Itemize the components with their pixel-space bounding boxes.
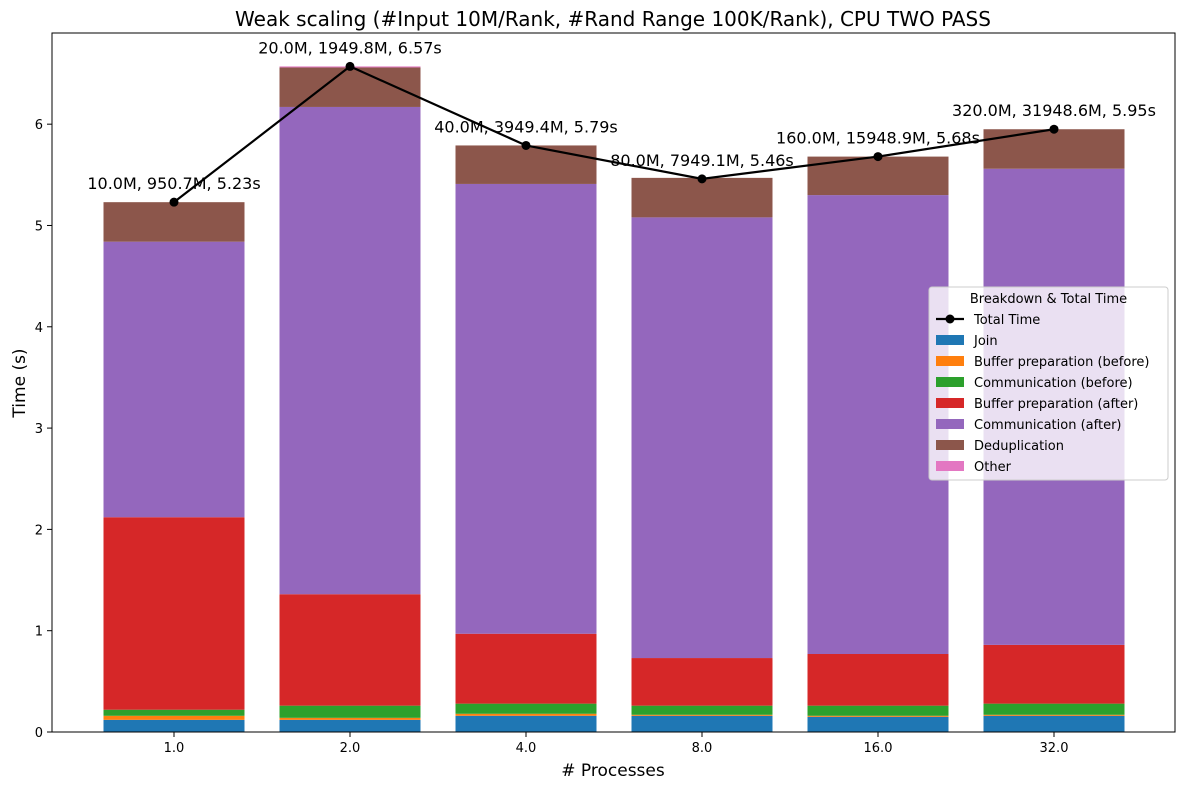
total-time-point-5 <box>1049 124 1059 134</box>
x-tick-label-0: 1.0 <box>164 741 185 756</box>
legend-label-3: Communication (before) <box>974 376 1133 391</box>
bar-buffer-preparation-before-4 <box>807 715 949 717</box>
bar-communication-after-4 <box>807 195 949 654</box>
bar-buffer-preparation-after-0 <box>103 517 245 710</box>
legend-swatch-3 <box>936 377 964 387</box>
x-axis-label: # Processes <box>561 761 665 781</box>
y-tick-label-4: 4 <box>35 321 43 336</box>
annotation-2: 40.0M, 3949.4M, 5.79s <box>434 117 618 136</box>
bar-buffer-preparation-before-1 <box>279 717 421 720</box>
total-time-line-group <box>169 61 1059 207</box>
total-time-line <box>173 65 1055 204</box>
legend-label-2: Buffer preparation (before) <box>974 355 1149 370</box>
legend-swatch-7 <box>936 461 964 471</box>
bar-join-3 <box>631 715 773 732</box>
x-tick-label-3: 8.0 <box>692 741 713 756</box>
legend-box <box>928 286 1169 481</box>
bar-communication-after-0 <box>103 241 245 518</box>
legend-swatch-6 <box>936 440 964 450</box>
bar-communication-before-4 <box>807 705 949 716</box>
bar-buffer-preparation-before-0 <box>103 715 245 720</box>
x-tick-label-4: 16.0 <box>864 741 893 756</box>
bar-buffer-preparation-after-1 <box>279 594 421 706</box>
chart-title: Weak scaling (#Input 10M/Rank, #Rand Ran… <box>235 7 991 31</box>
bar-deduplication-1 <box>279 67 421 107</box>
y-tick-label-6: 6 <box>35 118 43 133</box>
annotation-5: 320.0M, 31948.6M, 5.95s <box>952 101 1156 120</box>
y-tick-label-5: 5 <box>35 219 43 234</box>
bar-buffer-preparation-after-5 <box>983 644 1125 704</box>
bar-communication-before-3 <box>631 705 773 715</box>
bar-communication-before-5 <box>983 703 1125 715</box>
bar-join-1 <box>279 719 421 732</box>
bar-buffer-preparation-before-2 <box>455 713 597 716</box>
annotation-4: 160.0M, 15948.9M, 5.68s <box>776 129 980 148</box>
legend: Breakdown & Total Time Total Time Join Buff… <box>928 286 1169 481</box>
bar-buffer-preparation-after-2 <box>455 633 597 704</box>
bar-deduplication-2 <box>455 145 597 184</box>
bar-join-4 <box>807 716 949 732</box>
bar-buffer-preparation-after-3 <box>631 658 773 706</box>
total-time-point-3 <box>697 174 707 184</box>
y-tick-label-2: 2 <box>35 523 43 538</box>
legend-label-0: Total Time <box>973 313 1040 328</box>
legend-swatch-1 <box>936 335 964 345</box>
legend-label-7: Other <box>974 460 1012 475</box>
legend-swatch-5 <box>936 419 964 429</box>
legend-total-time-marker <box>945 314 955 324</box>
bar-communication-after-3 <box>631 217 773 659</box>
total-time-point-4 <box>873 152 883 162</box>
bar-communication-before-2 <box>455 703 597 714</box>
x-tick-label-2: 4.0 <box>516 741 537 756</box>
legend-label-1: Join <box>973 334 998 349</box>
bar-deduplication-5 <box>983 129 1125 169</box>
bar-deduplication-0 <box>103 202 245 242</box>
bar-buffer-preparation-after-4 <box>807 653 949 706</box>
total-time-point-2 <box>521 140 531 150</box>
legend-label-5: Communication (after) <box>974 418 1122 433</box>
bar-buffer-preparation-before-3 <box>631 714 773 716</box>
legend-label-4: Buffer preparation (after) <box>974 397 1138 412</box>
bar-join-5 <box>983 715 1125 732</box>
annotation-3: 80.0M, 7949.1M, 5.46s <box>610 151 794 170</box>
x-axis: 1.0 2.0 4.0 8.0 16.0 32.0 <box>164 732 1069 756</box>
y-tick-label-3: 3 <box>35 422 43 437</box>
bar-communication-after-2 <box>455 183 597 634</box>
x-tick-label-1: 2.0 <box>340 741 361 756</box>
annotation-0: 10.0M, 950.7M, 5.23s <box>87 174 260 193</box>
annotation-1: 20.0M, 1949.8M, 6.57s <box>258 38 442 57</box>
annotations-group: 10.0M, 950.7M, 5.23s 20.0M, 1949.8M, 6.57… <box>87 38 1156 193</box>
legend-label-6: Deduplication <box>974 439 1064 454</box>
plot-frame <box>51 32 1176 733</box>
total-time-point-1 <box>345 61 355 71</box>
bar-join-0 <box>103 719 245 732</box>
bar-buffer-preparation-before-5 <box>983 714 1125 716</box>
bar-deduplication-3 <box>631 177 773 218</box>
bar-communication-before-1 <box>279 705 421 718</box>
y-tick-label-0: 0 <box>35 726 43 741</box>
bar-join-2 <box>455 715 597 732</box>
y-tick-label-1: 1 <box>35 625 43 640</box>
total-time-point-0 <box>169 197 179 207</box>
bar-communication-before-0 <box>103 709 245 716</box>
legend-title: Breakdown & Total Time <box>970 292 1127 307</box>
y-axis-label: Time (s) <box>10 348 30 418</box>
x-tick-label-5: 32.0 <box>1040 741 1069 756</box>
legend-swatch-4 <box>936 398 964 408</box>
y-axis: 0 1 2 3 4 5 6 <box>35 118 52 741</box>
bar-communication-after-1 <box>279 106 421 595</box>
legend-swatch-2 <box>936 356 964 366</box>
